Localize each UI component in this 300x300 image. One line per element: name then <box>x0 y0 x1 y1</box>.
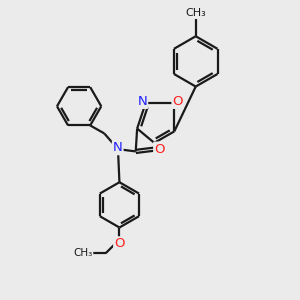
Text: CH₃: CH₃ <box>185 8 206 18</box>
Text: O: O <box>154 142 165 156</box>
Text: O: O <box>172 95 183 108</box>
Text: N: N <box>137 95 147 108</box>
Text: CH₃: CH₃ <box>73 248 92 258</box>
Text: O: O <box>114 237 125 250</box>
Text: N: N <box>113 141 123 154</box>
